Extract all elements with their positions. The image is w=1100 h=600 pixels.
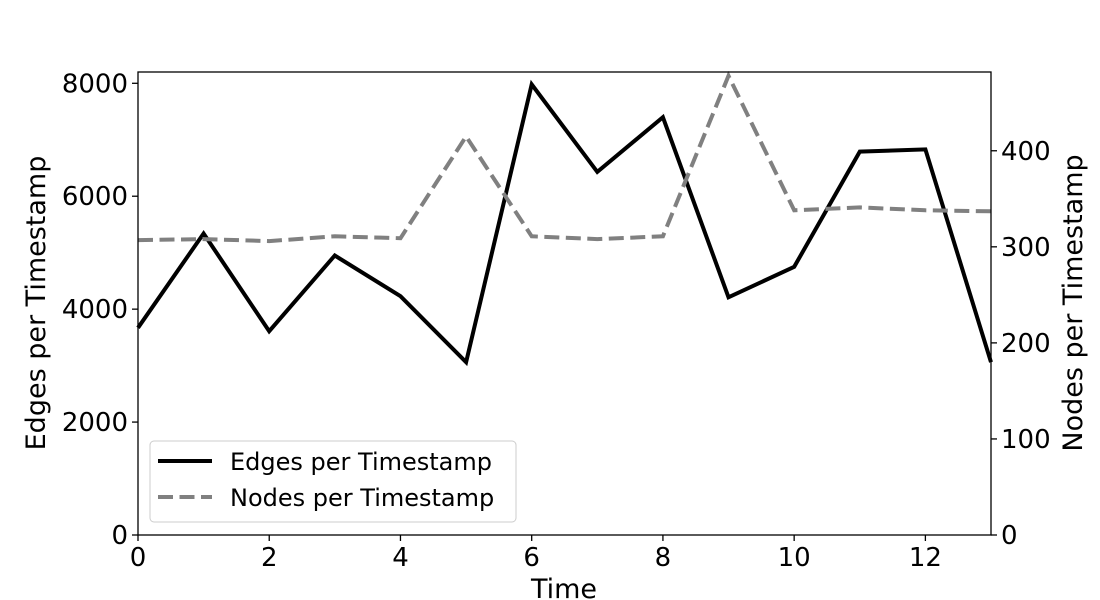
x-tick-label: 0 (130, 543, 147, 573)
legend: Edges per Timestamp Nodes per Timestamp (149, 440, 517, 523)
right-y-tick-label: 100 (1001, 425, 1051, 455)
left-y-axis-ticks: 0 2000 4000 6000 8000 (62, 69, 138, 551)
series-line-nodes (137, 70, 992, 244)
x-tick-label: 8 (655, 543, 672, 573)
series-lines (136, 70, 993, 367)
x-tick-label: 2 (261, 543, 278, 573)
left-y-tick-label: 4000 (62, 295, 128, 325)
left-y-axis-label: Edges per Timestamp (21, 156, 52, 451)
right-y-axis-label: Nodes per Timestamp (1058, 154, 1089, 451)
x-tick-label: 6 (523, 543, 540, 573)
plot-frame (137, 71, 992, 536)
left-y-tick-label: 6000 (62, 182, 128, 212)
legend-label-edges: Edges per Timestamp (230, 448, 492, 476)
x-tick-label: 10 (778, 543, 811, 573)
right-y-tick-label: 200 (1001, 329, 1051, 359)
x-axis-label: Time (530, 574, 597, 600)
legend-label-nodes: Nodes per Timestamp (230, 484, 494, 512)
series-line-edges (136, 79, 993, 367)
legend-box (149, 440, 517, 523)
left-y-tick-label: 2000 (62, 408, 128, 438)
right-y-tick-label: 300 (1001, 233, 1051, 263)
right-y-tick-label: 0 (1001, 521, 1018, 551)
x-tick-label: 12 (909, 543, 942, 573)
left-y-tick-label: 0 (111, 521, 128, 551)
x-tick-label: 4 (392, 543, 409, 573)
x-axis-ticks: 0 2 4 6 8 10 12 (130, 535, 942, 573)
right-y-axis-ticks: 0 100 200 300 400 (991, 137, 1051, 551)
left-y-tick-label: 8000 (62, 69, 128, 99)
right-y-tick-label: 400 (1001, 137, 1051, 167)
